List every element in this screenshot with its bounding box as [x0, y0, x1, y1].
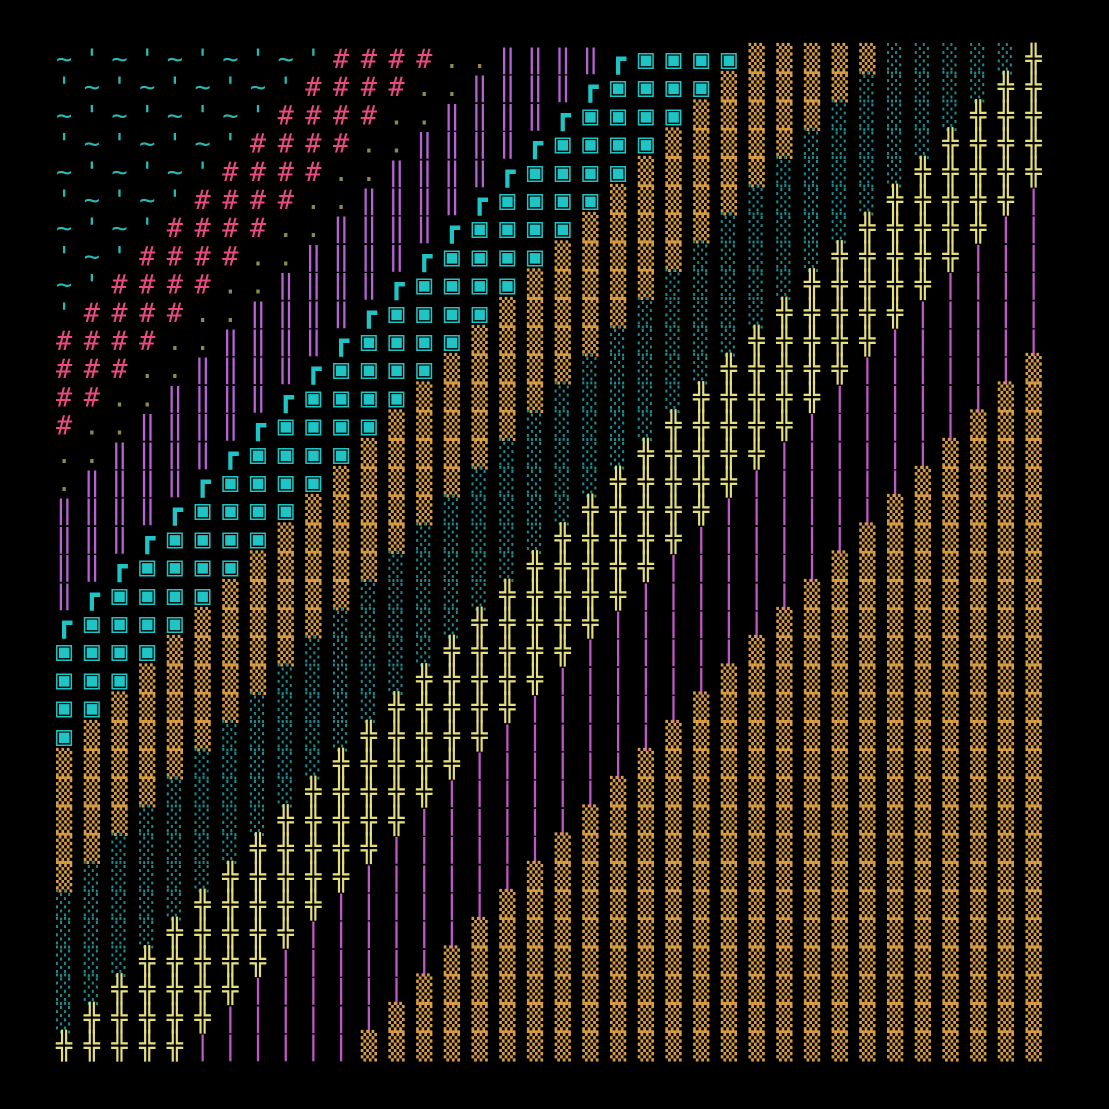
glyph-row: ▣ ▣ ▣ ▣ ▒ ▒ ▒ ▒ ▒ ░ ░ ░ ░ ░ ╬ ╬ ╬ ╬ ╬ | | | | | | ▒ ▒ ▒ ▒ ▒ ▒ ▒ ▒ ▒ ▒ ▒ — [56, 634, 1043, 667]
glyph-row: ▣ ▒ ▒ ▒ ▒ ▒ ░ ░ ░ ░ ░ ╬ ╬ ╬ ╬ ╬ | | | | | | ▒ ▒ ▒ ▒ ▒ ▒ ▒ ▒ ▒ ▒ ▒ ▒ ▒ ▒ — [56, 718, 1043, 751]
glyph-row: ▒ ▒ ▒ ▒ ░ ░ ░ ░ ░ ╬ ╬ ╬ ╬ ╬ | | | | | | ▒ ▒ ▒ ▒ ▒ ▒ ▒ ▒ ▒ ▒ ▒ ▒ ▒ ▒ ▒ ▒ — [56, 775, 1043, 808]
glyph-row: ' # # # #.. ‖ ‖ ‖ ‖ ┏ ▣ ▣ ▣ ▣ ▒ ▒ ▒ ▒ ▒ ░ ░ ░ ░ ░ ╬ ╬ ╬ ╬ ╬ | | | | | — [56, 295, 1042, 328]
glyph-row: ░ ░ ╬ ╬ ╬ ╬ ╬ | | | | | | ▒ ▒ ▒ ▒ ▒ ▒ ▒ ▒ ▒ ▒ ▒ ▒ ▒ ▒ ▒ ▒ ▒ ▒ ▒ ▒ ▒ ▒ ▒ — [56, 972, 1043, 1005]
glyph-row: . ‖ ‖ ‖ ‖ ┏ ▣ ▣ ▣ ▣ ▒ ▒ ▒ ▒ ▒ ░ ░ ░ ░ ░ ╬ ╬ ╬ ╬ ╬ | | | | | | ▒ ▒ ▒ ▒ ▒ — [56, 465, 1043, 498]
glyph-row: ▣ ▣ ▒ ▒ ▒ ▒ ▒ ░ ░ ░ ░ ░ ╬ ╬ ╬ ╬ ╬ | | | | | | ▒ ▒ ▒ ▒ ▒ ▒ ▒ ▒ ▒ ▒ ▒ ▒ ▒ — [56, 690, 1043, 723]
glyph-row: ' ~ ' ~ ' ~ ' # # # #.. ‖ ‖ ‖ ‖ ┏ ▣ ▣ ▣ ▣ ▒ ▒ ▒ ▒ ▒ ░ ░ ░ ░ ░ ╬ ╬ ╬ ╬ — [56, 126, 1043, 159]
glyph-row: # # # #.. ‖ ‖ ‖ ‖ ┏ ▣ ▣ ▣ ▣ ▒ ▒ ▒ ▒ ▒ ░ ░ ░ ░ ░ ╬ ╬ ╬ ╬ ╬ | | | | | | — [56, 324, 1042, 357]
glyph-row: ~ ' ~ ' ~ ' ~ ' # # # #.. ‖ ‖ ‖ ‖ ┏ ▣ ▣ ▣ ▣ ▒ ▒ ▒ ▒ ▒ ░ ░ ░ ░ ░ ╬ ╬ ╬ — [56, 98, 1043, 131]
glyph-row: ‖ ‖ ‖ ‖ ┏ ▣ ▣ ▣ ▣ ▒ ▒ ▒ ▒ ▒ ░ ░ ░ ░ ░ ╬ ╬ ╬ ╬ ╬ | | | | | | ▒ ▒ ▒ ▒ ▒ ▒ — [56, 493, 1043, 526]
glyph-row: ▒ ░ ░ ░ ░ ░ ╬ ╬ ╬ ╬ ╬ | | | | | | ▒ ▒ ▒ ▒ ▒ ▒ ▒ ▒ ▒ ▒ ▒ ▒ ▒ ▒ ▒ ▒ ▒ ▒ ▒ — [56, 859, 1043, 892]
glyph-row: ~ ' ~ ' ~ ' # # # #.. ‖ ‖ ‖ ‖ ┏ ▣ ▣ ▣ ▣ ▒ ▒ ▒ ▒ ▒ ░ ░ ░ ░ ░ ╬ ╬ ╬ ╬ ╬ — [56, 154, 1043, 187]
glyph-row: ░ ╬ ╬ ╬ ╬ ╬ | | | | | | ▒ ▒ ▒ ▒ ▒ ▒ ▒ ▒ ▒ ▒ ▒ ▒ ▒ ▒ ▒ ▒ ▒ ▒ ▒ ▒ ▒ ▒ ▒ ▒ — [56, 1000, 1043, 1033]
glyph-row: ╬ ╬ ╬ ╬ ╬ | | | | | | ▒ ▒ ▒ ▒ ▒ ▒ ▒ ▒ ▒ ▒ ▒ ▒ ▒ ▒ ▒ ▒ ▒ ▒ ▒ ▒ ▒ ▒ ▒ ▒ ▒ — [55, 1029, 1043, 1062]
glyph-row: ‖ ‖ ┏ ▣ ▣ ▣ ▣ ▒ ▒ ▒ ▒ ▒ ░ ░ ░ ░ ░ ╬ ╬ ╬ ╬ ╬ | | | | | | ▒ ▒ ▒ ▒ ▒ ▒ ▒ ▒ — [56, 549, 1043, 582]
glyph-row: #.. ‖ ‖ ‖ ‖ ┏ ▣ ▣ ▣ ▣ ▒ ▒ ▒ ▒ ▒ ░ ░ ░ ░ ░ ╬ ╬ ╬ ╬ ╬ | | | | | | ▒ ▒ ▒ — [56, 408, 1043, 441]
glyph-row: ' ~ ' ~ ' ~ ' ~ ' # # # #.. ‖ ‖ ‖ ‖ ┏ ▣ ▣ ▣ ▣ ▒ ▒ ▒ ▒ ▒ ░ ░ ░ ░ ░ ╬ ╬ — [56, 70, 1043, 103]
glyph-row: ‖ ┏ ▣ ▣ ▣ ▣ ▒ ▒ ▒ ▒ ▒ ░ ░ ░ ░ ░ ╬ ╬ ╬ ╬ ╬ | | | | | | ▒ ▒ ▒ ▒ ▒ ▒ ▒ ▒ ▒ — [56, 577, 1043, 610]
glyph-row: ▒ ▒ ▒ ░ ░ ░ ░ ░ ╬ ╬ ╬ ╬ ╬ | | | | | | ▒ ▒ ▒ ▒ ▒ ▒ ▒ ▒ ▒ ▒ ▒ ▒ ▒ ▒ ▒ ▒ ▒ — [56, 803, 1043, 836]
glyph-row: # #.. ‖ ‖ ‖ ‖ ┏ ▣ ▣ ▣ ▣ ▒ ▒ ▒ ▒ ▒ ░ ░ ░ ░ ░ ╬ ╬ ╬ ╬ ╬ | | | | | | ▒ ▒ — [56, 380, 1043, 413]
glyph-row: ~ ' ~ ' ~ ' ~ ' ~ ' # # # #.. ‖ ‖ ‖ ‖ ┏ ▣ ▣ ▣ ▣ ▒ ▒ ▒ ▒ ▒ ░ ░ ░ ░ ░ ╬ — [56, 42, 1043, 75]
glyph-row: ░ ░ ░ ░ ░ ╬ ╬ ╬ ╬ ╬ | | | | | | ▒ ▒ ▒ ▒ ▒ ▒ ▒ ▒ ▒ ▒ ▒ ▒ ▒ ▒ ▒ ▒ ▒ ▒ ▒ ▒ — [56, 888, 1043, 921]
glyph-row: ▒ ▒ ▒ ▒ ▒ ░ ░ ░ ░ ░ ╬ ╬ ╬ ╬ ╬ | | | | | | ▒ ▒ ▒ ▒ ▒ ▒ ▒ ▒ ▒ ▒ ▒ ▒ ▒ ▒ ▒ — [56, 747, 1043, 780]
glyph-row: ~ ' ~ ' # # # #.. ‖ ‖ ‖ ‖ ┏ ▣ ▣ ▣ ▣ ▒ ▒ ▒ ▒ ▒ ░ ░ ░ ░ ░ ╬ ╬ ╬ ╬ ╬ | | — [56, 211, 1042, 244]
glyph-row: ‖ ‖ ‖ ┏ ▣ ▣ ▣ ▣ ▒ ▒ ▒ ▒ ▒ ░ ░ ░ ░ ░ ╬ ╬ ╬ ╬ ╬ | | | | | | ▒ ▒ ▒ ▒ ▒ ▒ ▒ — [56, 521, 1043, 554]
glyph-row: ▒ ▒ ░ ░ ░ ░ ░ ╬ ╬ ╬ ╬ ╬ | | | | | | ▒ ▒ ▒ ▒ ▒ ▒ ▒ ▒ ▒ ▒ ▒ ▒ ▒ ▒ ▒ ▒ ▒ ▒ — [56, 831, 1043, 864]
glyph-row: ░ ░ ░ ░ ╬ ╬ ╬ ╬ ╬ | | | | | | ▒ ▒ ▒ ▒ ▒ ▒ ▒ ▒ ▒ ▒ ▒ ▒ ▒ ▒ ▒ ▒ ▒ ▒ ▒ ▒ ▒ — [56, 916, 1043, 949]
glyph-row: ~ ' # # # #.. ‖ ‖ ‖ ‖ ┏ ▣ ▣ ▣ ▣ ▒ ▒ ▒ ▒ ▒ ░ ░ ░ ░ ░ ╬ ╬ ╬ ╬ ╬ | | | | — [56, 267, 1042, 300]
glyph-row: ' ~ ' ~ ' # # # #.. ‖ ‖ ‖ ‖ ┏ ▣ ▣ ▣ ▣ ▒ ▒ ▒ ▒ ▒ ░ ░ ░ ░ ░ ╬ ╬ ╬ ╬ ╬ | — [56, 183, 1042, 216]
glyph-row: .. ‖ ‖ ‖ ‖ ┏ ▣ ▣ ▣ ▣ ▒ ▒ ▒ ▒ ▒ ░ ░ ░ ░ ░ ╬ ╬ ╬ ╬ ╬ | | | | | | ▒ ▒ ▒ ▒ — [56, 436, 1043, 469]
glyph-row: ' ~ ' # # # #.. ‖ ‖ ‖ ‖ ┏ ▣ ▣ ▣ ▣ ▒ ▒ ▒ ▒ ▒ ░ ░ ░ ░ ░ ╬ ╬ ╬ ╬ ╬ | | | — [56, 239, 1042, 272]
glyph-row: ░ ░ ░ ╬ ╬ ╬ ╬ ╬ | | | | | | ▒ ▒ ▒ ▒ ▒ ▒ ▒ ▒ ▒ ▒ ▒ ▒ ▒ ▒ ▒ ▒ ▒ ▒ ▒ ▒ ▒ ▒ — [56, 944, 1043, 977]
glyph-row: # # #.. ‖ ‖ ‖ ‖ ┏ ▣ ▣ ▣ ▣ ▒ ▒ ▒ ▒ ▒ ░ ░ ░ ░ ░ ╬ ╬ ╬ ╬ ╬ | | | | | | ▒ — [56, 352, 1043, 385]
glyph-row: ┏ ▣ ▣ ▣ ▣ ▒ ▒ ▒ ▒ ▒ ░ ░ ░ ░ ░ ╬ ╬ ╬ ╬ ╬ | | | | | | ▒ ▒ ▒ ▒ ▒ ▒ ▒ ▒ ▒ ▒ — [56, 606, 1043, 639]
glyph-row: ▣ ▣ ▣ ▒ ▒ ▒ ▒ ▒ ░ ░ ░ ░ ░ ╬ ╬ ╬ ╬ ╬ | | | | | | ▒ ▒ ▒ ▒ ▒ ▒ ▒ ▒ ▒ ▒ ▒ ▒ — [56, 662, 1043, 695]
